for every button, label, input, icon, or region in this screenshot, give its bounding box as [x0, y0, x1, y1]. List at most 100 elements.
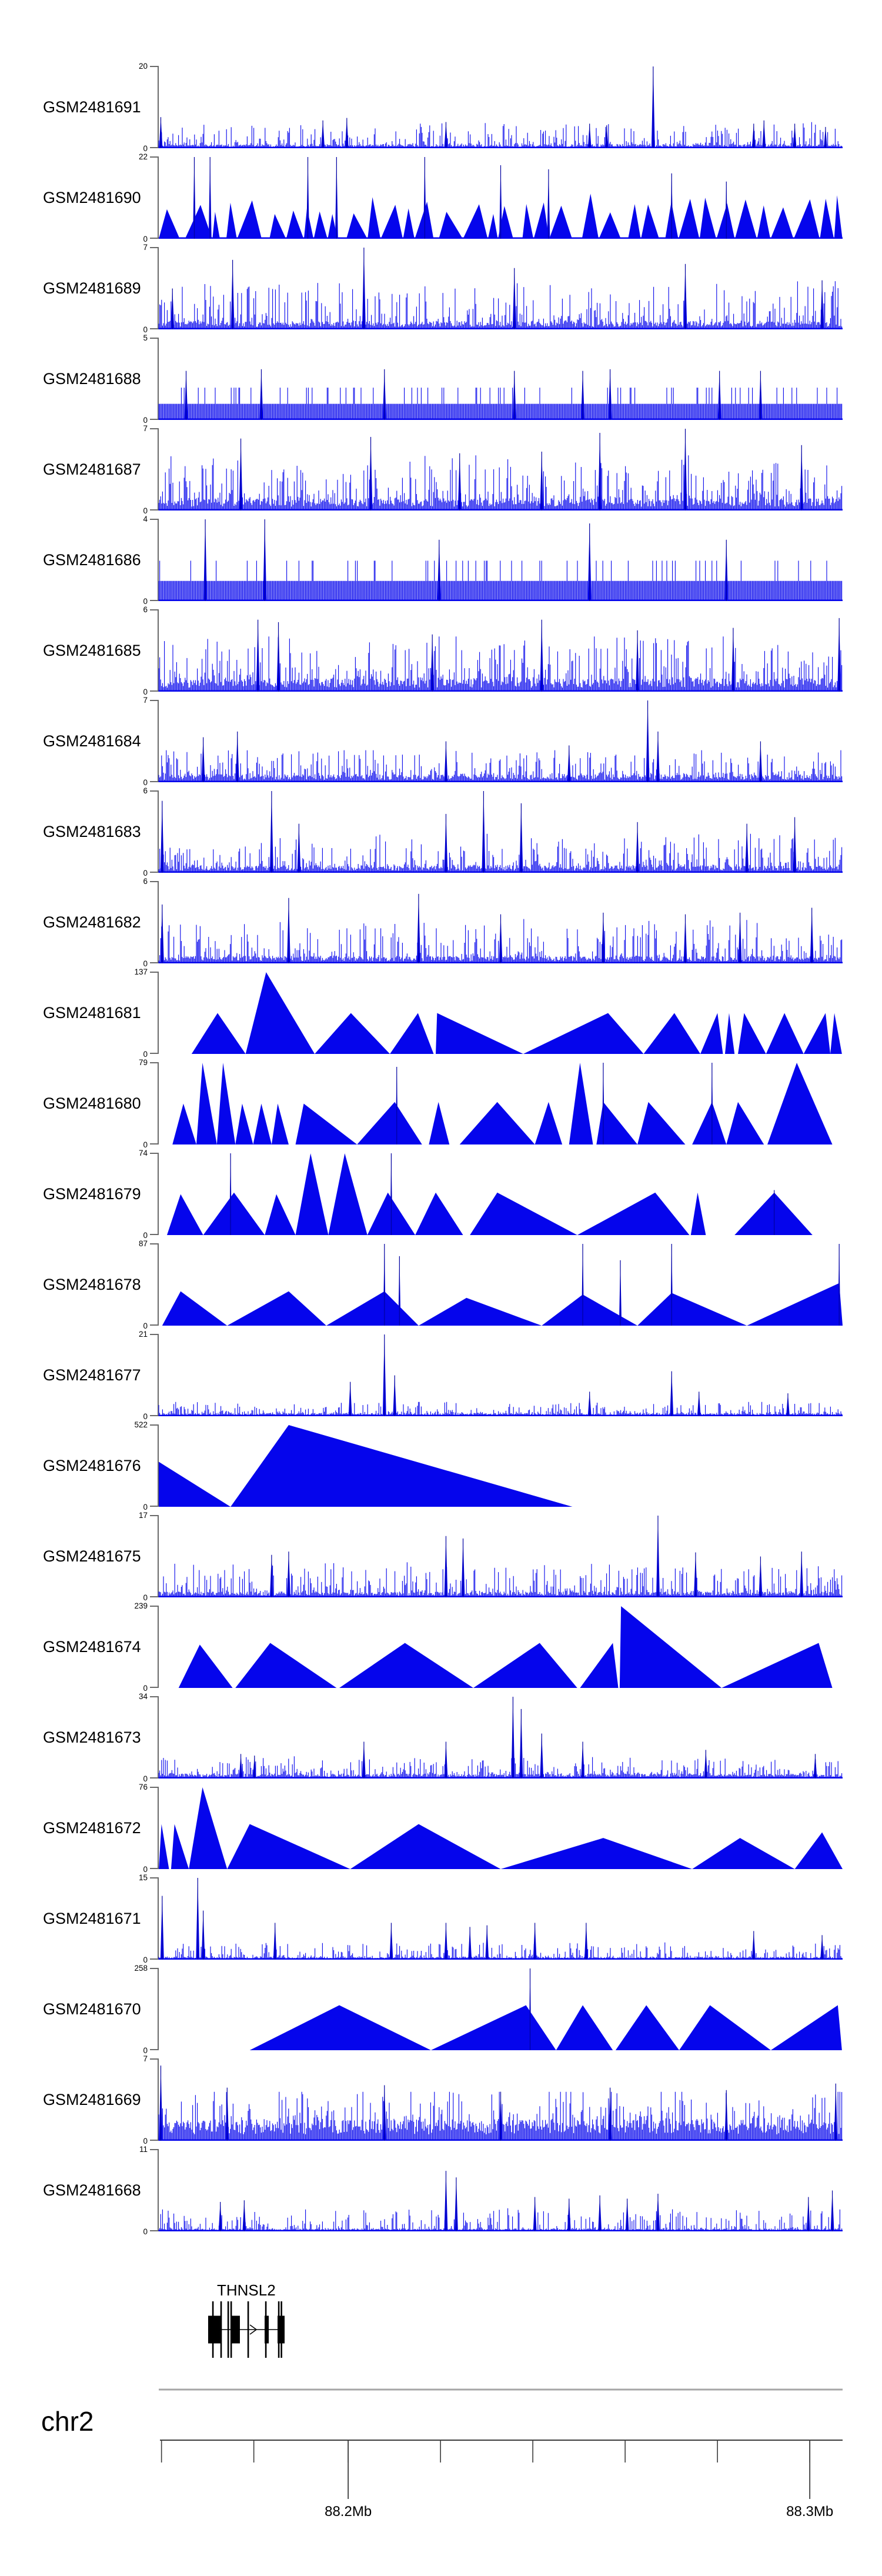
y-axis-min-label: 0: [143, 1231, 148, 1240]
track-label: GSM2481685: [43, 642, 141, 659]
track-label: GSM2481674: [43, 1638, 141, 1656]
coverage-triangle: [734, 1192, 813, 1235]
y-axis-max-label: 76: [139, 1783, 148, 1791]
y-axis-min-label: 0: [143, 2137, 148, 2145]
coverage-spikes: [158, 2091, 843, 2141]
track-label: GSM2481679: [43, 1185, 141, 1203]
coverage-baseline: [159, 2230, 843, 2231]
y-axis-max-label: 17: [139, 1511, 148, 1520]
coverage-triangle: [350, 1824, 501, 1869]
coverage-triangle: [328, 213, 338, 239]
coverage-spikes: [158, 388, 843, 420]
track-label: GSM2481682: [43, 913, 141, 931]
track-row-GSM2481683: GSM2481683 6 0: [43, 786, 843, 877]
coverage-plot: [158, 369, 843, 420]
y-axis-max-label: 6: [143, 786, 148, 795]
coverage-triangle: [295, 1153, 329, 1235]
coverage-triangle: [249, 2005, 431, 2050]
coverage-triangle: [216, 1063, 236, 1144]
gene-exon-line: [227, 2301, 229, 2358]
coverage-triangle: [820, 198, 834, 239]
track-label: GSM2481688: [43, 370, 141, 388]
y-axis-max-label: 258: [134, 1964, 148, 1973]
coverage-plot: [158, 791, 843, 873]
y-axis-min-label: 0: [143, 1865, 148, 1874]
gene-cds-box: [265, 2315, 269, 2344]
y-axis-max-label: 79: [139, 1058, 148, 1067]
y-axis-min-label: 0: [143, 2227, 148, 2236]
coverage-triangle: [430, 2005, 556, 2050]
track-row-GSM2481671: GSM2481671 15 0: [43, 1873, 843, 1964]
coverage-plot: [158, 66, 843, 148]
track-row-GSM2481672: GSM2481672 76 0: [43, 1783, 843, 1874]
coverage-triangle: [159, 1461, 231, 1507]
coverage-triangle: [463, 204, 488, 239]
coverage-triangle: [403, 208, 415, 239]
track-row-GSM2481681: GSM2481681 137 0: [43, 967, 842, 1059]
y-axis-min-label: 0: [143, 1140, 148, 1149]
coverage-baseline: [159, 328, 843, 329]
coverage-plot: [158, 429, 843, 510]
y-axis-min-label: 0: [143, 688, 148, 696]
track-row-GSM2481684: GSM2481684 7 0: [43, 696, 843, 787]
coverage-baseline: [159, 1596, 843, 1597]
coverage-triangle: [178, 1644, 233, 1688]
coverage-triangle: [185, 205, 212, 239]
coverage-triangle: [549, 205, 573, 239]
axis-tick-label: 88.3Mb: [786, 2504, 833, 2520]
coverage-triangle: [692, 1838, 795, 1869]
coverage-triangle: [326, 1291, 419, 1326]
coverage-plot: [158, 700, 843, 782]
coverage-plot: [158, 2066, 843, 2141]
coverage-triangle: [159, 1824, 169, 1869]
y-axis-max-label: 21: [139, 1330, 148, 1339]
y-axis-max-label: 7: [143, 243, 148, 252]
track-label: GSM2481689: [43, 279, 141, 297]
track-row-GSM2481680: GSM2481680 79 0: [43, 1058, 833, 1149]
coverage-triangle: [339, 1643, 473, 1688]
coverage-plot: [159, 157, 843, 239]
coverage-triangle: [189, 1787, 228, 1869]
y-axis-max-label: 6: [143, 605, 148, 614]
track-label: GSM2481675: [43, 1547, 141, 1565]
gene-exon-line: [230, 2301, 232, 2358]
track-row-GSM2481678: GSM2481678 87 0: [43, 1239, 843, 1330]
coverage-triangle: [253, 1103, 272, 1144]
axis-tick-label: 88.2Mb: [325, 2504, 372, 2520]
coverage-triangle: [700, 1013, 723, 1054]
coverage-triangle: [473, 1643, 577, 1688]
y-axis-min-label: 0: [143, 1322, 148, 1330]
coverage-triangle: [390, 1013, 434, 1054]
y-axis-min-label: 0: [143, 416, 148, 425]
coverage-triangle: [328, 1153, 368, 1235]
track-row-GSM2481673: GSM2481673 34 0: [43, 1692, 843, 1783]
coverage-baseline: [159, 1958, 843, 1960]
coverage-triangle: [166, 1194, 203, 1235]
track-row-GSM2481668: GSM2481668 11 0: [43, 2145, 843, 2236]
track-row-GSM2481690: GSM2481690 22 0: [43, 152, 843, 243]
coverage-triangle: [738, 1013, 766, 1054]
coverage-triangle: [679, 2005, 771, 2050]
coverage-plot: [178, 1606, 833, 1688]
track-label: GSM2481691: [43, 98, 141, 116]
coverage-baseline: [159, 1777, 843, 1778]
coverage-plot: [158, 1516, 843, 1597]
coverage-baseline: [159, 780, 843, 782]
coverage-plot: [172, 1063, 833, 1144]
coverage-triangle: [295, 1103, 358, 1144]
track-label: GSM2481681: [43, 1004, 141, 1022]
y-axis-max-label: 239: [134, 1601, 148, 1610]
coverage-triangle: [237, 200, 262, 239]
coverage-spikes: [158, 455, 843, 510]
coverage-triangle: [596, 1102, 638, 1144]
coverage-triangle: [637, 1102, 686, 1144]
y-axis-min-label: 0: [143, 1503, 148, 1511]
coverage-triangle: [269, 213, 286, 239]
track-label: GSM2481671: [43, 1910, 141, 1927]
coverage-plot: [191, 972, 842, 1054]
gene-name-label: THNSL2: [217, 2281, 276, 2299]
track-label: GSM2481676: [43, 1457, 141, 1474]
coverage-triangle: [265, 1194, 296, 1235]
y-axis-min-label: 0: [143, 144, 148, 153]
